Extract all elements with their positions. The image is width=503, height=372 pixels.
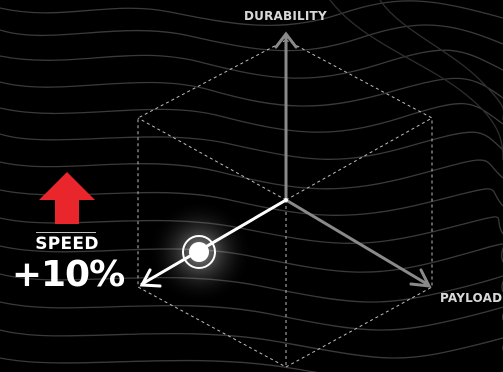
boost-stat-value: +10%: [11, 254, 125, 295]
up-arrow-icon: [39, 172, 95, 224]
speed-axis: [139, 198, 288, 288]
axis-origin: [284, 198, 288, 202]
speed-knob-icon[interactable]: [182, 235, 216, 269]
payload-label: PAYLOAD: [440, 291, 503, 305]
boost-stat-name: SPEED: [35, 234, 99, 254]
boost-divider: [36, 232, 96, 233]
cube-outline: [137, 39, 433, 368]
payload-axis: [284, 198, 432, 288]
durability-label: DURABILITY: [244, 9, 327, 23]
durability-axis: [274, 31, 298, 202]
